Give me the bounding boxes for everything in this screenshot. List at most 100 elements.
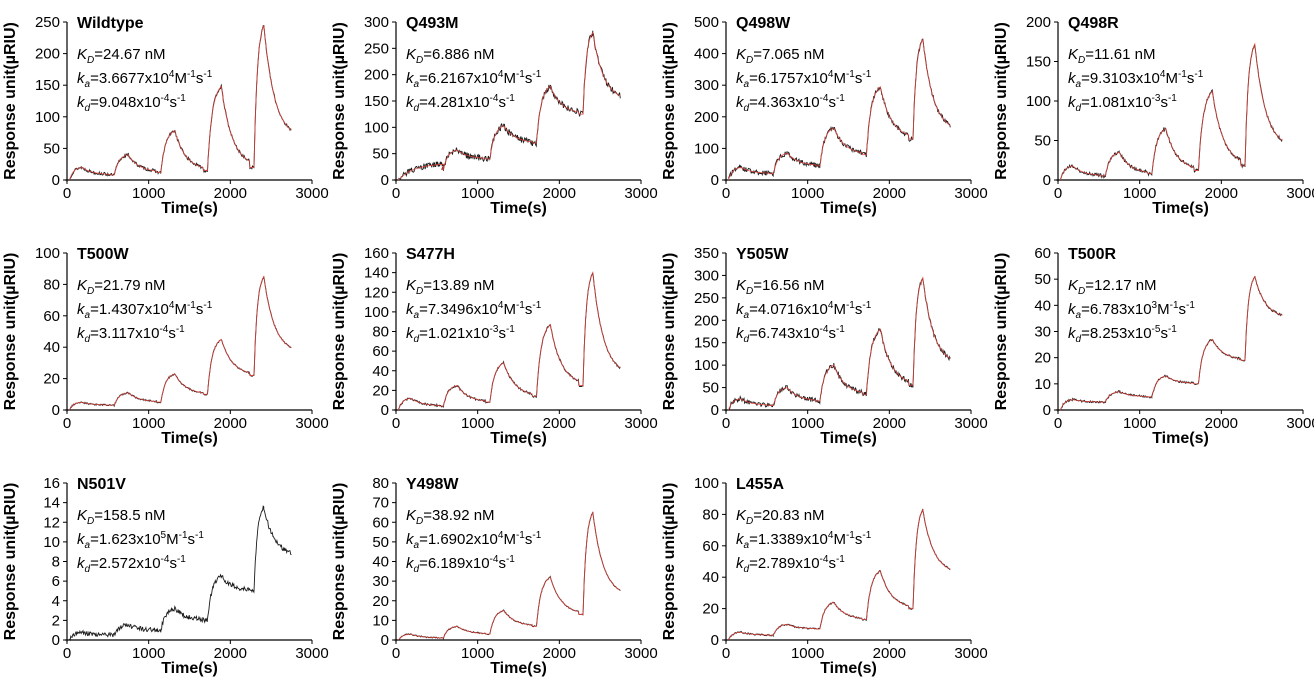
data-trace bbox=[69, 505, 292, 642]
value: =1.3389x10 bbox=[749, 531, 828, 548]
fit-trace bbox=[69, 275, 292, 411]
y-tick-label: 0 bbox=[711, 402, 719, 419]
panel-title: T500W bbox=[77, 246, 129, 263]
subscript: D bbox=[87, 516, 94, 527]
panel-title: Wildtype bbox=[77, 15, 144, 32]
x-tick-label: 2000 bbox=[873, 645, 906, 662]
y-tick-label: 40 bbox=[1034, 297, 1051, 314]
annotation-ka: ka=1.4307x104M-1s-1 bbox=[77, 300, 213, 321]
unit-tail-exponent: -1 bbox=[532, 530, 541, 541]
x-axis-label: Time(s) bbox=[161, 200, 218, 217]
y-tick-label: 250 bbox=[364, 40, 389, 57]
x-tick-label: 1000 bbox=[132, 415, 165, 432]
exponent: -4 bbox=[159, 324, 168, 335]
y-tick-label: 60 bbox=[372, 343, 389, 360]
unit-tail-exponent: -1 bbox=[862, 69, 871, 80]
x-tick-label: 3000 bbox=[624, 415, 657, 432]
unit: s bbox=[498, 94, 506, 111]
unit-exponent: -1 bbox=[1178, 69, 1187, 80]
y-tick-label: 200 bbox=[364, 67, 389, 84]
symbol: K bbox=[1068, 277, 1079, 294]
unit-exponent: -1 bbox=[177, 93, 186, 104]
y-tick-label: 4 bbox=[52, 593, 60, 610]
y-tick-label: 200 bbox=[1026, 14, 1051, 31]
subscript: a bbox=[744, 79, 750, 90]
unit: s bbox=[169, 555, 177, 572]
x-tick-label: 2000 bbox=[214, 645, 247, 662]
y-tick-label: 16 bbox=[43, 475, 60, 492]
unit-tail: s bbox=[525, 531, 533, 548]
unit-exponent: -1 bbox=[516, 300, 525, 311]
y-tick-label: 0 bbox=[1043, 172, 1051, 189]
x-axis-label: Time(s) bbox=[820, 430, 877, 447]
y-tick-label: 60 bbox=[1034, 245, 1051, 262]
exponent: -4 bbox=[820, 324, 829, 335]
unit: s bbox=[498, 325, 506, 342]
y-axis-label: Response unit(µRIU) bbox=[993, 253, 1010, 411]
x-tick-label: 0 bbox=[63, 185, 71, 202]
value: =6.189x10 bbox=[419, 555, 489, 572]
value: =4.281x10 bbox=[419, 94, 489, 111]
panel-title: N501V bbox=[77, 476, 126, 493]
unit: s bbox=[168, 325, 176, 342]
y-tick-label: 14 bbox=[43, 495, 60, 512]
x-tick-label: 1000 bbox=[791, 645, 824, 662]
unit-tail: s bbox=[855, 531, 863, 548]
annotation-koff: kd=4.363x10-4s-1 bbox=[736, 93, 845, 114]
y-tick-label: 10 bbox=[1034, 376, 1051, 393]
y-tick-label: 50 bbox=[702, 380, 719, 397]
annotation-koff: kd=1.081x10-3s-1 bbox=[1068, 93, 1177, 114]
y-tick-label: 0 bbox=[381, 632, 389, 649]
panel-title: L455A bbox=[736, 476, 784, 493]
value: =2.789x10 bbox=[749, 555, 819, 572]
y-axis-label: Response unit(µRIU) bbox=[661, 22, 678, 180]
x-tick-label: 3000 bbox=[954, 185, 987, 202]
y-axis-label: Response unit(µRIU) bbox=[993, 22, 1010, 180]
symbol: k bbox=[77, 301, 86, 318]
value: =2.572x10 bbox=[90, 555, 160, 572]
unit-exponent: -1 bbox=[516, 69, 525, 80]
y-tick-label: 0 bbox=[381, 402, 389, 419]
exponent: 4 bbox=[169, 69, 175, 80]
exponent: -4 bbox=[490, 554, 499, 565]
subscript: a bbox=[85, 310, 91, 321]
y-tick-label: 100 bbox=[1026, 93, 1051, 110]
x-tick-label: 0 bbox=[1054, 415, 1062, 432]
x-axis-label: Time(s) bbox=[161, 660, 218, 677]
y-tick-label: 80 bbox=[372, 324, 389, 341]
value: =7.3496x10 bbox=[419, 301, 498, 318]
value: =12.17 nM bbox=[1085, 277, 1156, 294]
y-tick-label: 50 bbox=[372, 146, 389, 163]
x-axis-label: Time(s) bbox=[1152, 430, 1209, 447]
x-axis-label: Time(s) bbox=[490, 200, 547, 217]
subscript: d bbox=[1076, 103, 1082, 114]
x-tick-label: 1000 bbox=[461, 415, 494, 432]
y-tick-label: 50 bbox=[1034, 133, 1051, 150]
unit-tail-exponent: -1 bbox=[203, 69, 212, 80]
symbol: k bbox=[736, 531, 745, 548]
subscript: d bbox=[744, 103, 750, 114]
exponent: -3 bbox=[1152, 93, 1161, 104]
annotation-ka: ka=7.3496x104M-1s-1 bbox=[406, 300, 542, 321]
fit-trace bbox=[728, 276, 951, 411]
fit-trace bbox=[1060, 275, 1283, 411]
y-tick-label: 160 bbox=[364, 245, 389, 262]
symbol: k bbox=[1068, 301, 1077, 318]
y-tick-label: 100 bbox=[694, 357, 719, 374]
symbol: K bbox=[406, 46, 417, 63]
annotation-kd-constant: KD=6.886 nM bbox=[406, 46, 495, 66]
y-tick-label: 20 bbox=[372, 593, 389, 610]
symbol: k bbox=[77, 94, 86, 111]
x-tick-label: 1000 bbox=[132, 645, 165, 662]
value: =8.253x10 bbox=[1081, 325, 1151, 342]
y-tick-label: 40 bbox=[372, 554, 389, 571]
exponent: -4 bbox=[161, 93, 170, 104]
annotation-koff: kd=6.743x10-4s-1 bbox=[736, 324, 845, 345]
x-tick-label: 2000 bbox=[543, 645, 576, 662]
x-tick-label: 3000 bbox=[954, 645, 987, 662]
x-tick-label: 1000 bbox=[1123, 415, 1156, 432]
unit-exponent: -1 bbox=[506, 93, 515, 104]
value: =6.886 nM bbox=[423, 46, 494, 63]
subscript: D bbox=[746, 286, 753, 297]
